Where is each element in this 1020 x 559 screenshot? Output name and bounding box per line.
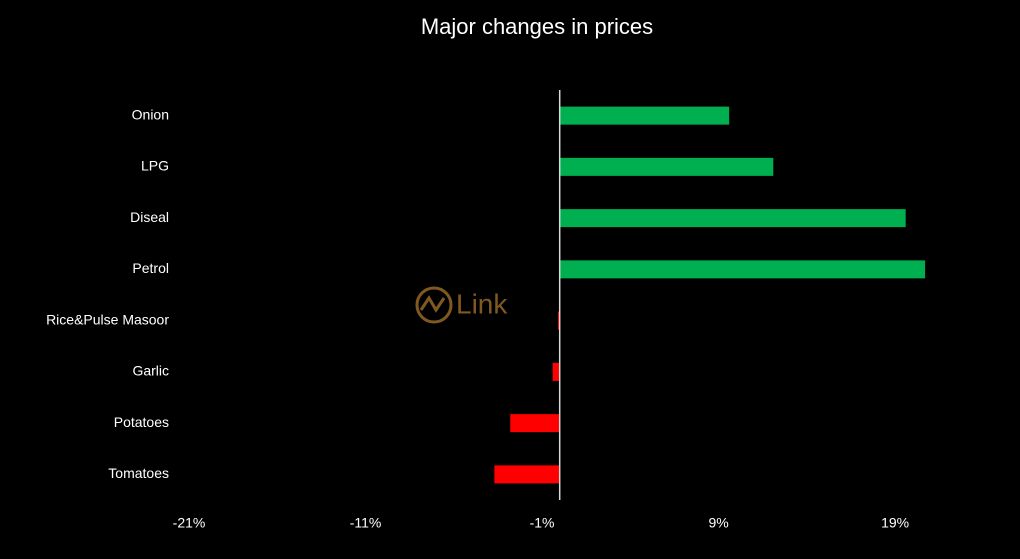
bar <box>559 260 926 279</box>
y-tick-label: Tomatoes <box>108 465 169 481</box>
watermark-logo <box>415 286 453 324</box>
y-tick-label: Potatoes <box>114 414 169 430</box>
y-tick-label: Diseal <box>130 209 169 225</box>
watermark-text: Link <box>456 288 508 319</box>
bar <box>552 362 560 381</box>
x-tick-label: 19% <box>881 515 909 531</box>
bar <box>510 414 560 433</box>
y-tick-label: Petrol <box>132 260 169 276</box>
x-tick-label: -11% <box>350 515 382 531</box>
watermark: Link <box>415 286 508 324</box>
x-tick-label: 9% <box>708 515 728 531</box>
y-tick-label: LPG <box>141 158 169 174</box>
chart-title: Major changes in prices <box>421 14 653 39</box>
bar <box>559 106 730 125</box>
y-tick-label: Rice&Pulse Masoor <box>46 311 169 327</box>
bar <box>494 465 560 484</box>
x-tick-label: -21% <box>173 515 206 531</box>
watermark-logo <box>419 295 446 313</box>
y-tick-label: Onion <box>132 106 169 122</box>
x-tick-label: -1% <box>530 515 555 531</box>
bar <box>559 209 906 228</box>
y-tick-label: Garlic <box>132 363 169 379</box>
bar <box>557 311 560 330</box>
bar <box>559 157 774 176</box>
